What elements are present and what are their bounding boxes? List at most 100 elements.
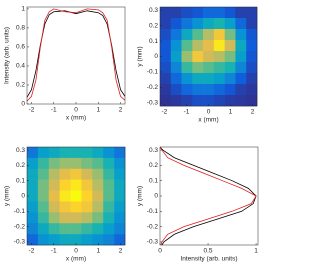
heatmap-cell: [246, 40, 258, 52]
y-tick-label: 0: [21, 101, 25, 108]
heatmap-cell: [224, 7, 236, 19]
heatmap-cell: [160, 62, 172, 74]
x-tick-label: 0: [158, 248, 162, 255]
heatmap-cell: [27, 168, 39, 180]
heatmap-cell: [160, 95, 172, 107]
heatmap-cell: [181, 29, 193, 41]
heatmap-cell: [103, 201, 115, 213]
heatmap-cell: [37, 168, 50, 180]
heatmap-cell: [92, 157, 104, 170]
y-tick-label: 0.2: [149, 22, 158, 29]
heatmap-cell: [181, 18, 193, 30]
heatmap-cell: [27, 201, 39, 213]
x-tick-label: 2: [119, 107, 123, 114]
heatmap-cell: [92, 201, 104, 213]
heatmap-cell: [92, 168, 104, 180]
heatmap-cell: [37, 223, 50, 235]
heatmap-cell: [235, 40, 247, 52]
heatmap-cell: [81, 190, 93, 202]
heatmap-cell: [203, 62, 215, 74]
x-axis-label: Intensity (arb. units): [180, 256, 237, 263]
heatmap-cell: [213, 18, 225, 30]
heatmap-cell: [235, 18, 247, 30]
heatmap-cell: [103, 168, 115, 180]
heatmap-cell: [203, 18, 215, 30]
heatmap-cell: [203, 95, 215, 107]
line-series: [26, 10, 126, 98]
heatmap-cell: [92, 179, 104, 191]
heatmap-cell: [203, 7, 215, 19]
y-tick-label: 0: [154, 53, 158, 60]
heatmap-cell: [213, 29, 225, 41]
y-axis-label: y (mm): [137, 46, 144, 66]
heatmap-cell: [170, 7, 182, 19]
heatmap-cell: [224, 73, 236, 85]
heatmap-cell: [48, 157, 60, 170]
heatmap-cell: [224, 40, 236, 52]
y-tick-label: 0.2: [149, 162, 158, 169]
x-tick-label: -2: [29, 248, 35, 255]
y-tick-label: 0.6: [16, 44, 25, 51]
heatmap-cell: [192, 62, 204, 74]
heatmap-cell: [235, 51, 247, 63]
heatmap-cell: [81, 223, 93, 235]
y-tick-label: 0: [154, 193, 158, 200]
heatmap-cell: [59, 179, 71, 191]
y-tick-label: -0.1: [14, 208, 26, 215]
x-tick-label: -1: [51, 107, 57, 114]
heatmap-cell: [192, 29, 204, 41]
heatmap-cell: [27, 234, 39, 246]
heatmap-cell: [37, 234, 50, 246]
heatmap-cell: [59, 212, 71, 224]
heatmap-cell: [181, 40, 193, 52]
heatmap-cell: [48, 223, 60, 235]
heatmap-cell: [59, 168, 71, 180]
heatmap-cell: [235, 73, 247, 85]
y-tick-label: 0.3: [16, 147, 25, 154]
y-tick-label: 0.2: [16, 82, 25, 89]
x-tick-label: 0: [74, 248, 78, 255]
heatmap-cell: [160, 73, 172, 85]
heatmap-cell: [27, 190, 39, 202]
x-tick-label: 1: [96, 248, 100, 255]
heatmap-cell: [59, 234, 71, 246]
heatmap-cell: [81, 179, 93, 191]
heatmap-cell: [192, 51, 204, 63]
heatmap-cell: [81, 147, 93, 159]
y-tick-label: -0.3: [147, 239, 159, 246]
heatmap-cell: [81, 157, 93, 170]
heatmap-cell: [213, 51, 225, 63]
heatmap-cell: [37, 157, 50, 170]
heatmap-cell: [192, 40, 204, 52]
heatmap-cell: [48, 190, 60, 202]
line-series: [26, 8, 126, 102]
y-tick-label: 0.8: [16, 25, 25, 32]
heatmap-cell: [203, 29, 215, 41]
heatmap-cell: [160, 18, 172, 30]
heatmap-cell: [27, 179, 39, 191]
heatmap-cell: [48, 201, 60, 213]
y-tick-label: 0.1: [149, 177, 158, 184]
heatmap-cell: [203, 73, 215, 85]
heatmap-cell: [203, 40, 215, 52]
x-axis-label: x (mm): [66, 256, 86, 263]
heatmap-cell: [92, 147, 104, 159]
heatmap-cell: [192, 7, 204, 19]
heatmap-cell: [235, 84, 247, 96]
heatmap-cell: [70, 168, 82, 180]
figure: -2 -1 0 1 2 0 0.2 0.4 0.6 0.8 1 x (mm) Intensity (ar…: [4, 6, 259, 263]
x-tick-label: 2: [119, 248, 123, 255]
heatmap-cell: [213, 7, 225, 19]
heatmap-cell: [213, 40, 225, 52]
heatmap-cell: [160, 51, 172, 63]
x-axis-label: x (mm): [66, 115, 86, 122]
heatmap-cell: [48, 234, 60, 246]
heatmap-cell: [181, 73, 193, 85]
heatmap-cell: [170, 62, 182, 74]
heatmap-cell: [114, 190, 126, 202]
y-tick-label: 0.3: [149, 7, 158, 14]
y-tick-label: -0.3: [147, 100, 159, 107]
heatmap-cell: [170, 95, 182, 107]
heatmap-cell: [203, 51, 215, 63]
x-tick-label: 2: [251, 109, 255, 116]
